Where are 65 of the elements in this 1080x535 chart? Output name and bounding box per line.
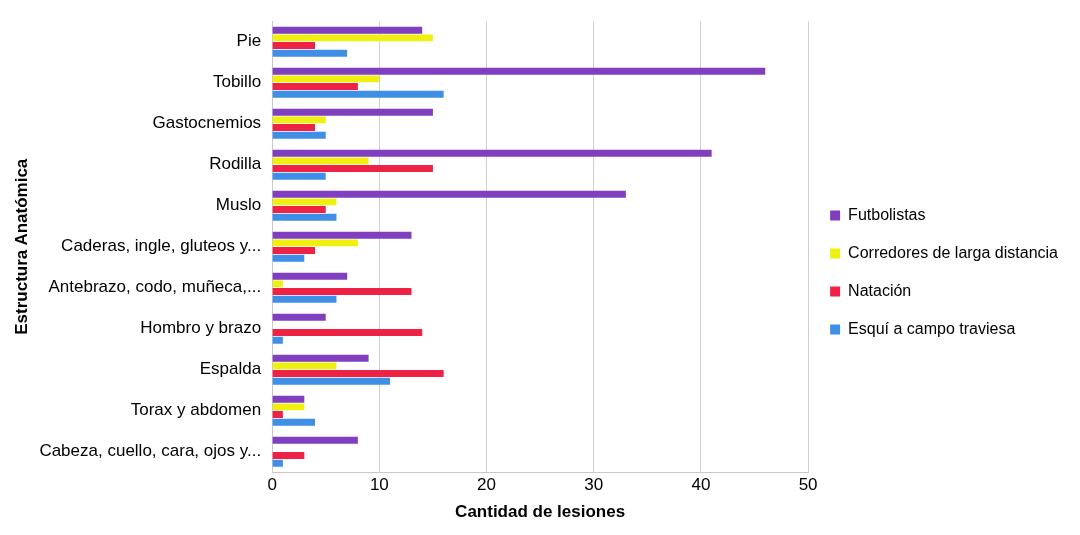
y-tick-label: Torax y abdomen: [130, 400, 262, 420]
bar: [272, 116, 326, 124]
bar: [272, 239, 358, 247]
y-tick-label: Tobillo: [212, 72, 262, 92]
bar: [272, 411, 283, 418]
bar: [272, 149, 712, 157]
y-tick-label: Hombro y brazo: [140, 318, 262, 338]
bar: [272, 403, 305, 411]
x-tick-label: 50: [798, 475, 818, 495]
bar: [272, 75, 380, 83]
bar: [272, 247, 316, 254]
bar: [272, 272, 348, 280]
y-tick-label: Pie: [236, 31, 262, 51]
bar: [272, 254, 305, 262]
legend-label: Futbolistas: [848, 205, 926, 223]
bar: [272, 329, 423, 336]
x-tick-label: 30: [584, 475, 604, 495]
bar: [272, 452, 305, 459]
y-tick-label: Muslo: [215, 195, 262, 215]
bar: [272, 206, 326, 213]
bar: [272, 354, 369, 362]
bar: [272, 83, 358, 90]
legend-label: Corredores de larga distancia: [848, 243, 1059, 261]
bar: [272, 459, 283, 467]
bar: [272, 190, 626, 198]
bar: [272, 49, 348, 57]
bar: [272, 131, 326, 139]
bar: [272, 231, 412, 239]
bar: [272, 172, 326, 180]
x-tick-label: 10: [369, 475, 389, 495]
y-tick-label: Espalda: [199, 359, 262, 379]
bar: [272, 90, 444, 98]
bar: [272, 124, 316, 131]
bar: [272, 377, 391, 385]
y-tick-label: Cabeza, cuello, cara, ojos y...: [39, 441, 262, 461]
x-tick-label: 40: [691, 475, 711, 495]
y-axis-title: Estructura Anatómica: [11, 158, 31, 335]
bar: [272, 108, 433, 116]
y-tick-label: Gastocnemios: [152, 113, 262, 133]
legend-label: Natación: [848, 281, 912, 299]
bar: [272, 42, 316, 49]
x-tick-label: 0: [267, 475, 277, 495]
bar: [272, 165, 433, 172]
bar: [272, 362, 337, 370]
x-axis-title: Cantidad de lesiones: [455, 502, 626, 522]
bar: [272, 198, 337, 206]
y-tick-label: Antebrazo, codo, muñeca,...: [48, 277, 262, 297]
bar: [272, 395, 305, 403]
bar: [272, 295, 337, 303]
x-tick-label: 20: [477, 475, 496, 495]
bar: [272, 418, 316, 426]
bar: [272, 157, 369, 165]
bar: [272, 436, 358, 444]
bar: [272, 336, 283, 344]
bar: [272, 213, 337, 221]
bar: [272, 370, 444, 377]
bar: [272, 313, 326, 321]
bar: [272, 26, 423, 34]
y-tick-label: Rodilla: [209, 154, 262, 174]
bar: [272, 67, 766, 75]
bar: [272, 34, 433, 42]
bar: [272, 288, 412, 295]
bar: [272, 280, 283, 288]
y-tick-label: Caderas, ingle, gluteos y...: [61, 236, 262, 256]
legend-label: Esquí a campo traviesa: [848, 319, 1016, 337]
